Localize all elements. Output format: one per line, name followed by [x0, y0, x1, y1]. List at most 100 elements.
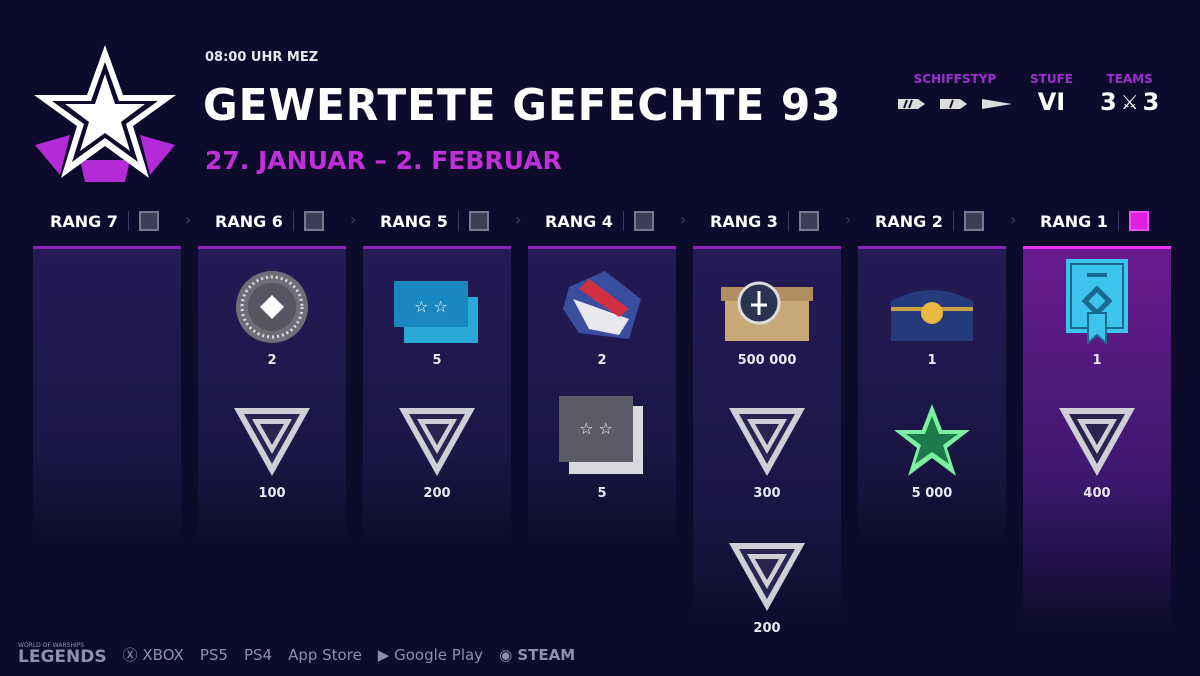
rank-insignia-icon	[633, 211, 654, 231]
league-v-icon	[1023, 404, 1171, 478]
chevron-right-icon: ›	[185, 210, 192, 229]
reward-quantity: 200	[423, 486, 451, 501]
xbox-logo: Ⓧ XBOX	[122, 646, 184, 664]
wows-legends-logo: WORLD OF WARSHIPS LEGENDS	[18, 642, 107, 667]
rank-column: 500 000 300 200	[693, 246, 841, 636]
rank-header: RANG 3	[710, 210, 819, 232]
chevron-right-icon: ›	[1010, 210, 1017, 229]
reward-quantity: 2	[597, 353, 607, 368]
chevron-right-icon: ›	[680, 210, 687, 229]
gray-flags-icon: ☆ ☆	[528, 392, 676, 478]
league-v-icon	[693, 404, 841, 478]
google-play-logo: ▶ Google Play	[377, 645, 484, 664]
event-time: 08:00 UHR MEZ	[205, 50, 319, 65]
rank-insignia-icon	[963, 211, 984, 231]
chevron-right-icon: ›	[350, 210, 357, 229]
rank-insignia-icon	[303, 211, 324, 231]
cruiser-icon	[940, 99, 967, 109]
rank-column: 1 5 000	[858, 246, 1006, 546]
divider	[292, 211, 294, 231]
crossed-swords-icon: ⚔	[1120, 90, 1139, 114]
team-size-right: 3	[1142, 88, 1160, 116]
rank-header: RANG 4	[545, 210, 654, 232]
ship-type: SCHIFFSTYP	[898, 72, 1012, 110]
reward-quantity: 400	[1083, 486, 1111, 501]
rank-label: RANG 4	[545, 211, 613, 231]
rank-insignia-icon	[798, 211, 819, 231]
tier: STUFE VI	[1030, 72, 1073, 116]
divider	[622, 211, 624, 231]
reward-quantity: 100	[258, 486, 286, 501]
reward-quantity: 5	[597, 486, 607, 501]
destroyer-icon	[898, 99, 925, 109]
page-title: GEWERTETE GEFECHTE 93	[203, 80, 842, 131]
rank-column: ☆ ☆ 5 200	[363, 246, 511, 546]
divider	[457, 211, 459, 231]
reward-item[interactable]: ☆ ☆ 5	[363, 279, 511, 368]
reward-item[interactable]: 5 000	[858, 402, 1006, 501]
rank-header: RANG 5	[380, 210, 489, 232]
chevron-right-icon: ›	[845, 210, 852, 229]
ranked-star-logo	[34, 45, 176, 182]
rank-label: RANG 3	[710, 211, 778, 231]
divider	[127, 211, 129, 231]
rank-column: 1 400	[1023, 246, 1171, 626]
reward-item[interactable]: 1	[858, 279, 1006, 368]
reward-quantity: 5	[432, 353, 442, 368]
reward-quantity: 300	[753, 486, 781, 501]
rank-header: RANG 6	[215, 210, 324, 232]
ship-type-label: SCHIFFSTYP	[913, 72, 997, 86]
rank-label: RANG 7	[50, 211, 118, 231]
battleship-icon	[982, 99, 1012, 109]
reward-item[interactable]: 2	[198, 269, 346, 368]
rank-label: RANG 5	[380, 211, 448, 231]
rank-header: RANG 7	[50, 210, 159, 232]
treasure-chest-icon	[858, 279, 1006, 345]
certificate-icon	[1023, 257, 1171, 345]
signal-coin-icon	[198, 269, 346, 345]
reward-item[interactable]: 300	[693, 404, 841, 501]
reward-item[interactable]: 200	[363, 404, 511, 501]
reward-quantity: 200	[753, 621, 781, 636]
reward-item[interactable]: 500 000	[693, 275, 841, 368]
teams: TEAMS 3 ⚔ 3	[1100, 72, 1159, 116]
camouflage-icon	[528, 269, 676, 345]
reward-quantity: 2	[267, 353, 277, 368]
reward-quantity: 1	[1092, 353, 1102, 368]
tier-value: VI	[1037, 88, 1066, 116]
event-dates: 27. JANUAR – 2. FEBRUAR	[205, 146, 562, 175]
reward-quantity: 1	[927, 353, 937, 368]
rank-label: RANG 2	[875, 211, 943, 231]
chevron-right-icon: ›	[515, 210, 522, 229]
reward-item[interactable]: 200	[693, 539, 841, 636]
rank-column	[33, 246, 181, 546]
league-v-icon	[198, 404, 346, 478]
reward-item[interactable]: 1	[1023, 257, 1171, 368]
green-star-icon	[858, 402, 1006, 478]
blue-flags-icon: ☆ ☆	[363, 279, 511, 345]
app-store-logo: App Store	[288, 645, 362, 664]
ps5-logo: PS5	[199, 645, 228, 664]
rank-header: RANG 1	[1040, 210, 1149, 232]
rank-header: RANG 2	[875, 210, 984, 232]
svg-text:☆ ☆: ☆ ☆	[414, 297, 448, 316]
reward-item[interactable]: 2	[528, 269, 676, 368]
tier-label: STUFE	[1030, 72, 1073, 86]
platform-footer: WORLD OF WARSHIPS LEGENDS Ⓧ XBOX PS5 PS4 …	[18, 643, 575, 666]
reward-item[interactable]: ☆ ☆ 5	[528, 392, 676, 501]
rank-column: 2 ☆ ☆ 5	[528, 246, 676, 546]
supply-crate-icon	[693, 275, 841, 345]
reward-item[interactable]: 100	[198, 404, 346, 501]
rank-column: 2 100	[198, 246, 346, 546]
reward-item[interactable]: 400	[1023, 404, 1171, 501]
rank-insignia-icon	[468, 211, 489, 231]
league-v-icon	[363, 404, 511, 478]
teams-label: TEAMS	[1106, 72, 1153, 86]
rank-insignia-icon	[1128, 211, 1149, 231]
league-v-icon	[693, 539, 841, 613]
team-size-left: 3	[1100, 88, 1117, 116]
steam-logo: ◉ STEAM	[499, 645, 576, 664]
reward-quantity: 500 000	[737, 353, 797, 368]
divider	[787, 211, 789, 231]
divider	[952, 211, 954, 231]
